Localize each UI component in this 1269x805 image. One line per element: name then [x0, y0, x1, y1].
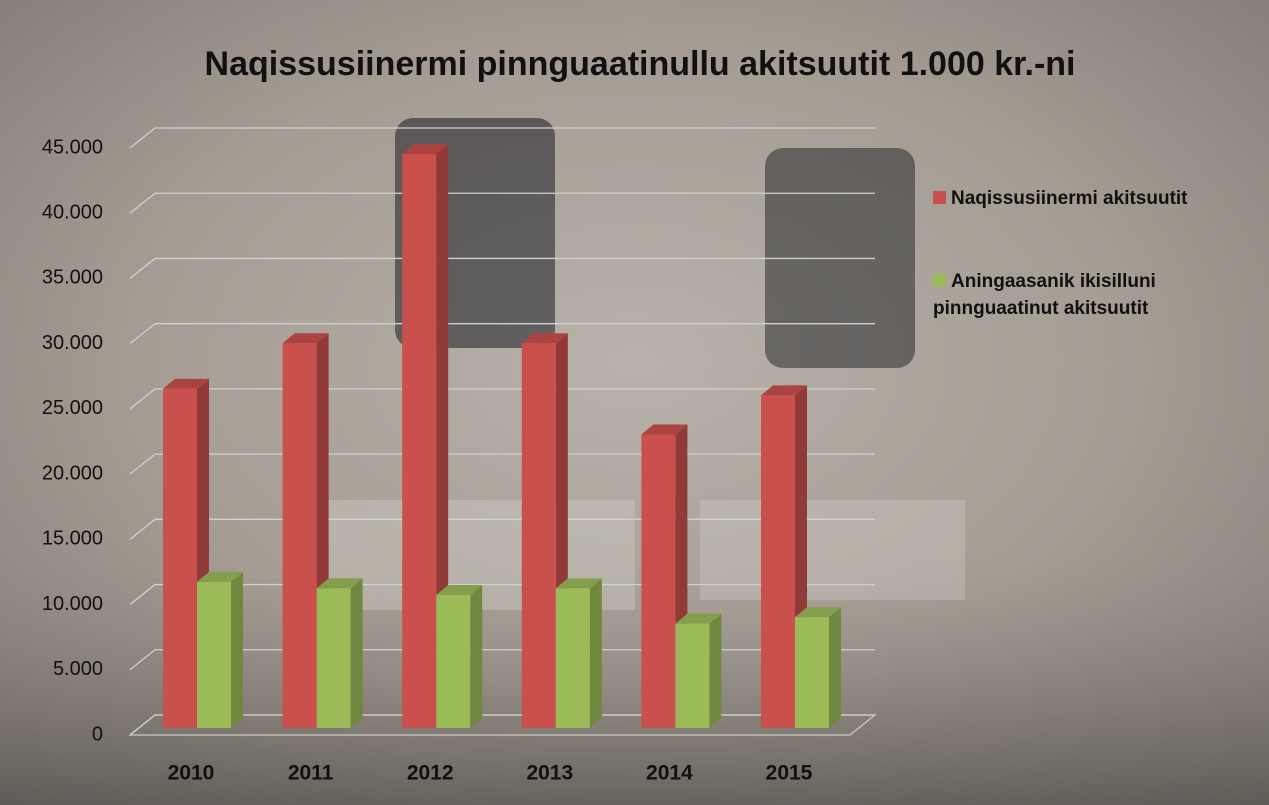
bar [163, 389, 197, 728]
x-tick-label: 2010 [168, 762, 215, 785]
bar [402, 154, 436, 728]
y-tick-label: 40.000 [42, 202, 103, 224]
bar [641, 435, 675, 729]
x-tick-label: 2013 [526, 762, 573, 785]
legend-label: Naqissusiinermi akitsuutit [951, 188, 1188, 209]
y-tick-label: 5.000 [53, 658, 103, 680]
legend-item: Aningaasanik ikisilluni pinnguaatinut ak… [933, 268, 1263, 322]
bar [675, 624, 709, 728]
y-tick-label: 10.000 [42, 593, 103, 615]
x-tick-label: 2011 [288, 762, 334, 785]
bar [795, 617, 829, 728]
bar [283, 343, 317, 728]
bar-side [351, 578, 363, 728]
bar [197, 582, 231, 728]
y-tick-label: 25.000 [42, 397, 103, 419]
y-tick-label: 20.000 [42, 462, 103, 484]
bar-side [709, 614, 721, 728]
page: Naqissusiinermi pinnguaatinullu akitsuut… [0, 0, 1269, 805]
legend-label: Aningaasanik ikisilluni pinnguaatinut ak… [933, 271, 1156, 319]
chart: Naqissusiinermi pinnguaatinullu akitsuut… [0, 0, 1269, 805]
y-tick-label: 15.000 [42, 528, 103, 550]
bar-side [590, 578, 602, 728]
x-tick-label: 2014 [646, 762, 693, 785]
legend-swatch [933, 274, 946, 287]
y-tick-label: 0 [92, 723, 103, 745]
legend-swatch [933, 191, 946, 204]
bar [522, 343, 556, 728]
x-tick-label: 2012 [407, 762, 454, 785]
bar [436, 595, 470, 728]
x-tick-label: 2015 [766, 762, 813, 785]
y-tick-label: 30.000 [42, 332, 103, 354]
bar-side [231, 572, 243, 728]
bar-side [829, 607, 841, 728]
y-tick-label: 45.000 [42, 136, 103, 158]
bar-side [470, 585, 482, 728]
bar [317, 588, 351, 728]
bar [761, 395, 795, 728]
bar [556, 588, 590, 728]
chart-title: Naqissusiinermi pinnguaatinullu akitsuut… [205, 45, 1076, 83]
legend-item: Naqissusiinermi akitsuutit [933, 185, 1188, 212]
y-tick-label: 35.000 [42, 267, 103, 289]
